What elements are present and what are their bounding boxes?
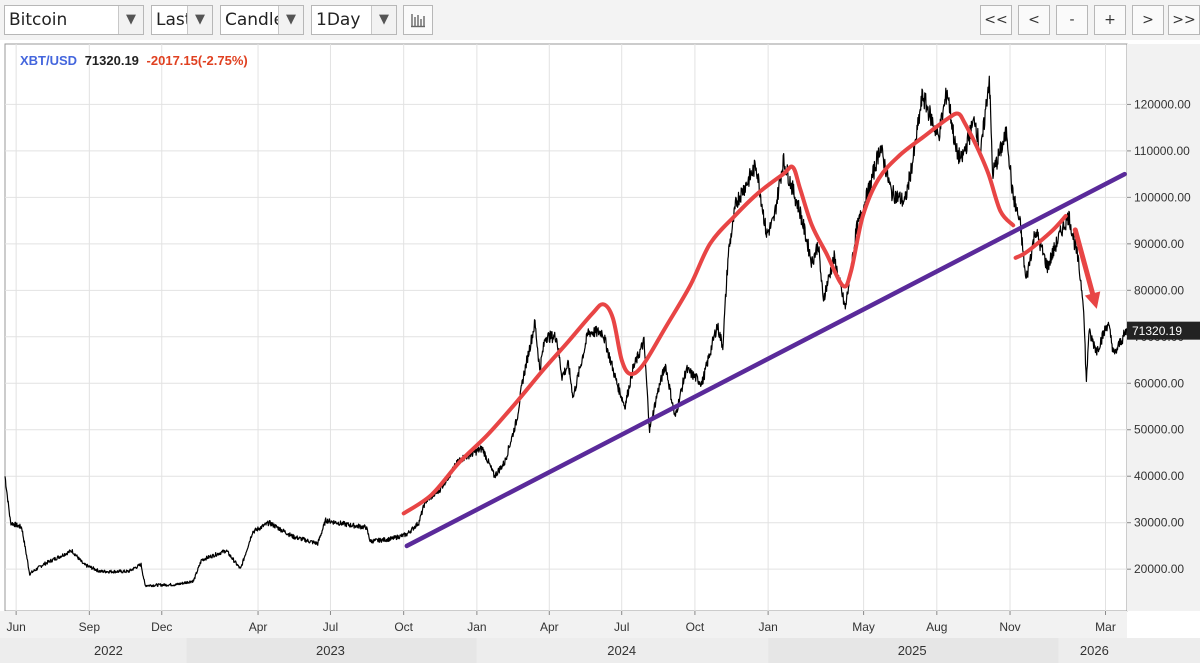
y-tick-label: 80000.00 bbox=[1134, 283, 1184, 297]
triangle-down-icon[interactable]: ▼ bbox=[278, 6, 303, 34]
x-tick-label: Apr bbox=[540, 620, 559, 634]
year-band-segment bbox=[476, 638, 769, 663]
x-tick-label: Apr bbox=[249, 620, 268, 634]
pattern-annotation-curve bbox=[401, 111, 1016, 516]
last-price-tag-label: 71320.19 bbox=[1132, 324, 1182, 338]
gridlines bbox=[5, 44, 1127, 611]
x-tick-label: Oct bbox=[686, 620, 705, 634]
x-tick-label: Jul bbox=[323, 620, 338, 634]
nav-last-button[interactable]: >> bbox=[1168, 5, 1200, 35]
down-arrow-shaft bbox=[1072, 227, 1096, 296]
symbol-select[interactable]: Bitcoin ▼ bbox=[4, 5, 144, 35]
y-tick-label: 50000.00 bbox=[1134, 423, 1184, 437]
interval-select[interactable]: 1Day ▼ bbox=[311, 5, 397, 35]
chart-header: XBT/USD 71320.19 -2017.15(-2.75%) bbox=[20, 53, 248, 68]
x-tick-label: Mar bbox=[1095, 620, 1116, 634]
x-tick-label: Nov bbox=[999, 620, 1020, 634]
chart-toolbar: Bitcoin ▼ Last ▼ Candle ▼ 1Day ▼ << < - … bbox=[0, 0, 1200, 40]
symbol-select-value: Bitcoin bbox=[9, 10, 68, 30]
year-label: 2023 bbox=[316, 643, 345, 658]
year-label: 2024 bbox=[607, 643, 636, 658]
pattern-annotation-curve bbox=[1013, 214, 1068, 260]
y-tick-label: 100000.00 bbox=[1134, 190, 1191, 204]
down-arrow-head bbox=[1084, 291, 1101, 309]
chart-style-value: Candle bbox=[225, 10, 285, 30]
zoom-in-button[interactable]: + bbox=[1094, 5, 1126, 35]
y-tick-label: 20000.00 bbox=[1134, 562, 1184, 576]
chart-style-select[interactable]: Candle ▼ bbox=[220, 5, 304, 35]
triangle-down-icon[interactable]: ▼ bbox=[187, 6, 212, 34]
y-tick-label: 110000.00 bbox=[1134, 144, 1190, 158]
x-tick-label: Jul bbox=[614, 620, 629, 634]
x-axis: Jun Sep Dec Apr Jul Oct Jan Apr Jul Oct Jan May Aug N… bbox=[6, 611, 1116, 634]
nav-first-button[interactable]: << bbox=[980, 5, 1012, 35]
x-tick-label: Jun bbox=[6, 620, 25, 634]
year-label: 2025 bbox=[898, 643, 927, 658]
y-tick-label: 90000.00 bbox=[1134, 237, 1184, 251]
x-tick-label: Dec bbox=[151, 620, 172, 634]
settings-button[interactable] bbox=[403, 5, 433, 35]
x-tick-label: Oct bbox=[394, 620, 413, 634]
last-price-value: 71320.19 bbox=[85, 53, 139, 68]
year-band-segment bbox=[186, 638, 477, 663]
last-price-marker: 71320.19 bbox=[1127, 321, 1200, 340]
price-series-group bbox=[4, 75, 1128, 588]
price-change-value: -2017.15(-2.75%) bbox=[147, 53, 248, 68]
year-band: 2022 2023 2024 2025 2026 bbox=[0, 638, 1200, 663]
x-tick-label: Aug bbox=[926, 620, 947, 634]
y-tick-label: 40000.00 bbox=[1134, 469, 1184, 483]
year-band-segment bbox=[768, 638, 1059, 663]
x-tick-label: Sep bbox=[79, 620, 101, 634]
x-axis-panel bbox=[0, 611, 1127, 638]
year-band-segment bbox=[1058, 638, 1200, 663]
support-trendline bbox=[404, 171, 1127, 549]
year-label: 2026 bbox=[1080, 643, 1109, 658]
y-axis: 20000.00 30000.00 40000.00 50000.00 60000.00… bbox=[1127, 97, 1191, 576]
year-band-segment bbox=[0, 638, 187, 663]
price-chart[interactable]: 20000.00 30000.00 40000.00 50000.00 60000.00… bbox=[0, 40, 1200, 663]
triangle-down-icon[interactable]: ▼ bbox=[118, 6, 143, 34]
zoom-out-button[interactable]: - bbox=[1056, 5, 1088, 35]
x-tick-label: Jan bbox=[758, 620, 777, 634]
price-type-select[interactable]: Last ▼ bbox=[151, 5, 213, 35]
price-type-value: Last bbox=[156, 10, 192, 30]
triangle-down-icon[interactable]: ▼ bbox=[371, 6, 396, 34]
last-price-tag bbox=[1127, 321, 1200, 340]
bar-list-icon bbox=[411, 14, 425, 28]
annotations bbox=[401, 111, 1127, 549]
y-tick-label: 60000.00 bbox=[1134, 376, 1184, 390]
x-tick-label: May bbox=[852, 620, 875, 634]
nav-next-button[interactable]: > bbox=[1132, 5, 1164, 35]
y-tick-label: 120000.00 bbox=[1134, 97, 1191, 111]
x-tick-label: Jan bbox=[467, 620, 486, 634]
instrument-symbol: XBT/USD bbox=[20, 53, 77, 68]
price-series-line bbox=[4, 75, 1128, 588]
interval-value: 1Day bbox=[316, 10, 361, 30]
nav-prev-button[interactable]: < bbox=[1018, 5, 1050, 35]
y-tick-label: 30000.00 bbox=[1134, 516, 1184, 530]
year-label: 2022 bbox=[94, 643, 123, 658]
